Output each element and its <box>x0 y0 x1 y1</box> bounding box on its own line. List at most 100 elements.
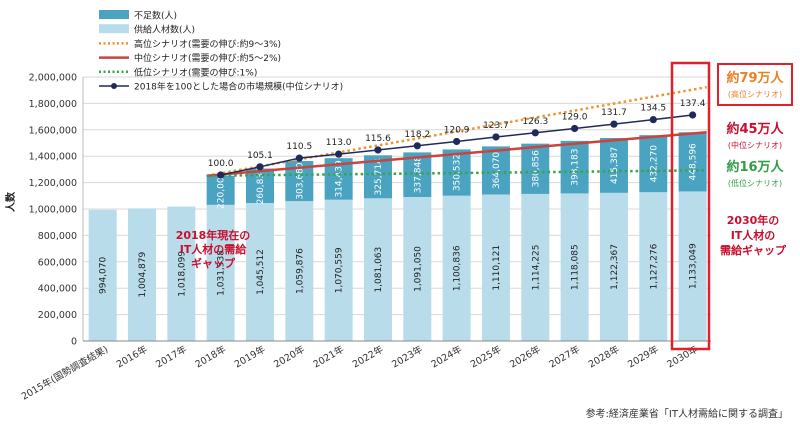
legend-label: 供給人材数(人) <box>134 24 195 36</box>
supply-value-label: 1,100,836 <box>453 245 463 291</box>
gap-mid: 約45万人 (中位シナリオ) <box>726 121 784 150</box>
y-tick-label: 1,400,000 <box>29 152 77 163</box>
shortage-value-label: 380,856 <box>531 150 541 187</box>
shortage-value-label: 448,596 <box>689 143 699 180</box>
gap-high-caption: (高位シナリオ) <box>728 89 782 99</box>
supply-value-label: 1,118,085 <box>571 244 581 290</box>
market-index-point <box>650 116 657 123</box>
gap-low: 約16万人 (低位シナリオ) <box>726 159 784 188</box>
market-index-label: 115.6 <box>365 134 391 144</box>
shortage-value-label: 398,183 <box>571 149 581 186</box>
y-tick-label: 1,600,000 <box>29 125 77 136</box>
y-tick-label: 600,000 <box>38 257 77 268</box>
x-tick-label: 2025年 <box>468 343 504 370</box>
legend-label: 中位シナリオ(需要の伸び:約5〜2%) <box>134 52 281 64</box>
source-note: 参考:経済産業省「IT人材需給に関する調査」 <box>586 407 788 420</box>
x-tick-label: 2019年 <box>232 343 268 370</box>
gap-low-value: 約16万人 <box>726 159 784 175</box>
supply-value-label: 1,018,099 <box>177 251 187 297</box>
legend-label: 高位シナリオ(需要の伸び:約9〜3%) <box>134 38 281 50</box>
market-index-point <box>689 111 696 118</box>
x-tick-label: 2023年 <box>390 343 426 370</box>
x-tick-label: 2020年 <box>272 343 308 370</box>
y-tick-label: 2,000,000 <box>29 73 77 84</box>
shortage-value-label: 260,835 <box>256 167 266 204</box>
market-index-label: 137.4 <box>680 99 706 109</box>
market-index-label: 118.2 <box>404 130 430 140</box>
y-tick-label: 1,000,000 <box>29 205 77 216</box>
market-index-label: 105.1 <box>247 151 273 161</box>
market-index-label: 120.9 <box>444 125 470 135</box>
gap-low-caption: (低位シナリオ) <box>728 178 782 188</box>
gap-2030-line-1: 2030年の <box>727 213 780 227</box>
y-tick-label: 1,800,000 <box>29 99 77 110</box>
legend: 不足数(人) 供給人材数(人) 高位シナリオ(需要の伸び:約9〜3%) 中位シナリオ(… <box>99 10 343 93</box>
supply-value-label: 1,081,063 <box>374 247 384 293</box>
x-tick-label: 2027年 <box>547 343 583 370</box>
market-index-point <box>532 129 539 136</box>
supply-value-label: 1,122,367 <box>610 244 620 290</box>
it-talent-gap-chart: 0 200,000 400,000 600,000 800,000 1,000,000 1,… <box>0 0 800 425</box>
y-tick-label: 800,000 <box>38 231 77 242</box>
market-index-point <box>374 146 381 153</box>
x-axis: 2015年(国勢調査結果) 2016年 2017年 2018年 2019年 2020年 20… <box>19 343 700 403</box>
y-axis: 0 200,000 400,000 600,000 800,000 1,000,000 1,… <box>29 73 83 348</box>
x-tick-label: 2022年 <box>350 343 386 370</box>
gap-high-value: 約79万人 <box>726 70 784 86</box>
gap-high: 約79万人 (高位シナリオ) <box>718 64 792 105</box>
market-index-label: 129.0 <box>562 112 588 122</box>
legend-marker <box>111 83 117 89</box>
x-tick-label: 2016年 <box>114 343 150 370</box>
x-tick-label: 2028年 <box>586 343 622 370</box>
x-tick-label: 2015年(国勢調査結果) <box>19 343 110 402</box>
supply-value-label: 1,110,121 <box>492 245 502 291</box>
market-index-point <box>296 155 303 162</box>
market-index-point <box>217 171 224 178</box>
supply-value-label: 994,070 <box>99 257 109 294</box>
market-index-label: 126.3 <box>522 117 548 127</box>
market-index-point <box>610 121 617 128</box>
y-tick-label: 400,000 <box>38 284 77 295</box>
legend-label: 2018年を100とした場合の市場規模(中位シナリオ) <box>134 81 343 93</box>
market-index-label: 123.7 <box>483 121 509 131</box>
y-tick-label: 0 <box>71 337 77 348</box>
legend-label: 低位シナリオ(需要の伸び:1%) <box>134 66 257 78</box>
current-gap-line-2: IT人材の需給 <box>180 242 248 256</box>
market-index-point <box>256 163 263 170</box>
x-tick-label: 2026年 <box>508 343 544 370</box>
current-gap-line-3: ギャップ <box>191 256 236 270</box>
supply-value-label: 1,059,876 <box>295 248 305 294</box>
supply-value-label: 1,127,276 <box>649 243 659 289</box>
legend-label: 不足数(人) <box>134 10 177 22</box>
gap-2030-line-2: IT人材の <box>731 228 776 242</box>
x-tick-label: 2024年 <box>429 343 465 370</box>
x-tick-label: 2030年 <box>665 343 701 370</box>
y-tick-label: 200,000 <box>38 310 77 321</box>
shortage-value-label: 364,070 <box>492 152 502 189</box>
market-index-point <box>453 138 460 145</box>
y-axis-title: 人数 <box>4 191 17 212</box>
supply-value-label: 1,091,050 <box>413 246 423 292</box>
market-index-point <box>414 142 421 149</box>
current-gap-line-1: 2018年現在の <box>176 228 251 242</box>
supply-value-label: 1,070,559 <box>335 247 345 293</box>
market-index-point <box>335 151 342 158</box>
market-index-label: 131.7 <box>601 108 627 118</box>
x-tick-label: 2021年 <box>311 343 347 370</box>
market-index-label: 110.5 <box>286 142 312 152</box>
shortage-value-label: 325,714 <box>374 158 384 195</box>
legend-swatch <box>99 24 129 33</box>
market-index-point <box>492 133 499 140</box>
gap-mid-value: 約45万人 <box>726 121 784 137</box>
supply-value-label: 1,045,512 <box>256 249 266 295</box>
x-tick-label: 2017年 <box>154 343 190 370</box>
x-tick-label: 2018年 <box>193 343 229 370</box>
gap-2030-line-3: 需給ギャップ <box>720 243 787 257</box>
market-index-label: 113.0 <box>326 138 352 148</box>
market-index-label: 100.0 <box>208 159 234 169</box>
supply-value-label: 1,133,049 <box>689 243 699 289</box>
x-tick-label: 2029年 <box>626 343 662 370</box>
y-tick-label: 1,200,000 <box>29 178 77 189</box>
market-index-label: 134.5 <box>640 104 666 114</box>
supply-value-label: 1,004,879 <box>138 252 148 298</box>
